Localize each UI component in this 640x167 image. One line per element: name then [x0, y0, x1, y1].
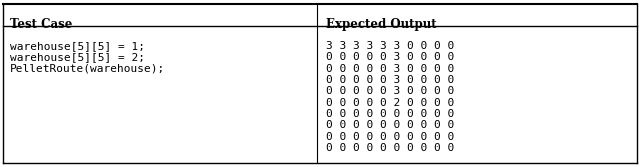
Text: warehouse[5][5] = 1;: warehouse[5][5] = 1;	[10, 41, 145, 51]
Text: PelletRoute(warehouse);: PelletRoute(warehouse);	[10, 64, 165, 74]
Text: 0 0 0 0 0 3 0 0 0 0: 0 0 0 0 0 3 0 0 0 0	[326, 52, 454, 62]
Text: 0 0 0 0 0 0 0 0 0 0: 0 0 0 0 0 0 0 0 0 0	[326, 143, 454, 153]
Text: 0 0 0 0 0 0 0 0 0 0: 0 0 0 0 0 0 0 0 0 0	[326, 109, 454, 119]
Text: 3 3 3 3 3 3 0 0 0 0: 3 3 3 3 3 3 0 0 0 0	[326, 41, 454, 51]
Text: 0 0 0 0 0 0 0 0 0 0: 0 0 0 0 0 0 0 0 0 0	[326, 120, 454, 130]
Text: 0 0 0 0 0 0 0 0 0 0: 0 0 0 0 0 0 0 0 0 0	[326, 132, 454, 142]
Text: 0 0 0 0 0 3 0 0 0 0: 0 0 0 0 0 3 0 0 0 0	[326, 64, 454, 74]
Text: 0 0 0 0 0 2 0 0 0 0: 0 0 0 0 0 2 0 0 0 0	[326, 98, 454, 108]
Text: 0 0 0 0 0 3 0 0 0 0: 0 0 0 0 0 3 0 0 0 0	[326, 86, 454, 96]
Text: 0 0 0 0 0 3 0 0 0 0: 0 0 0 0 0 3 0 0 0 0	[326, 75, 454, 85]
Text: Test Case: Test Case	[10, 18, 72, 31]
Text: warehouse[5][5] = 2;: warehouse[5][5] = 2;	[10, 52, 145, 62]
Text: Expected Output: Expected Output	[326, 18, 437, 31]
